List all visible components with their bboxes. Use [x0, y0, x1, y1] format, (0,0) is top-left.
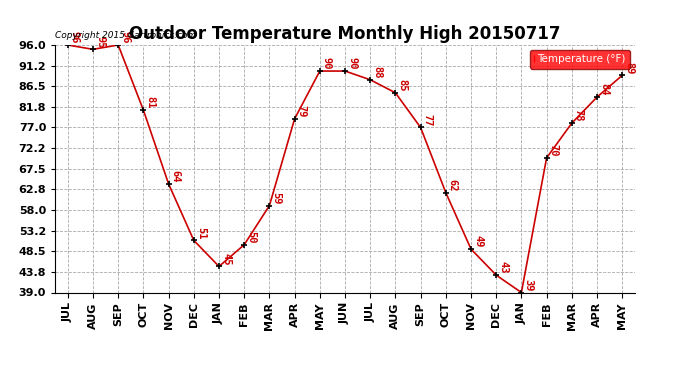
- Text: 90: 90: [322, 57, 332, 70]
- Text: 64: 64: [170, 170, 181, 183]
- Text: 39: 39: [524, 279, 533, 291]
- Title: Outdoor Temperature Monthly High 20150717: Outdoor Temperature Monthly High 2015071…: [129, 26, 561, 44]
- Text: 43: 43: [498, 261, 509, 274]
- Text: 90: 90: [347, 57, 357, 70]
- Text: 95: 95: [95, 36, 105, 48]
- Text: 84: 84: [599, 83, 609, 96]
- Text: 81: 81: [146, 96, 155, 109]
- Text: 85: 85: [397, 79, 407, 92]
- Text: 77: 77: [422, 114, 433, 126]
- Text: 49: 49: [473, 235, 483, 248]
- Text: 88: 88: [372, 66, 382, 78]
- Text: Copyright 2015 Cartronics.com: Copyright 2015 Cartronics.com: [55, 31, 197, 40]
- Text: 96: 96: [70, 31, 80, 44]
- Legend: Temperature (°F): Temperature (°F): [530, 50, 629, 69]
- Text: 45: 45: [221, 253, 231, 265]
- Text: 50: 50: [246, 231, 256, 243]
- Text: 51: 51: [196, 226, 206, 239]
- Text: 62: 62: [448, 179, 458, 191]
- Text: 70: 70: [549, 144, 559, 157]
- Text: 79: 79: [297, 105, 306, 117]
- Text: 89: 89: [624, 62, 634, 74]
- Text: 78: 78: [574, 110, 584, 122]
- Text: 96: 96: [120, 31, 130, 44]
- Text: 59: 59: [271, 192, 282, 204]
